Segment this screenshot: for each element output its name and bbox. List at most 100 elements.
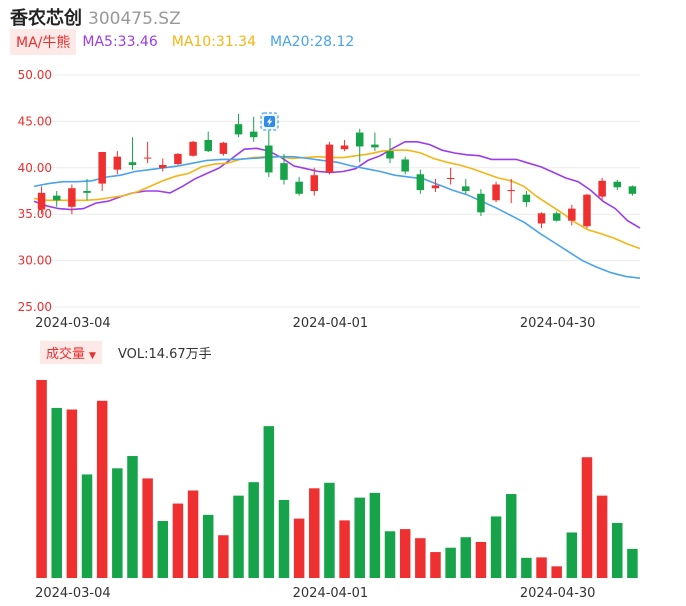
volume-bar bbox=[263, 426, 275, 578]
stock-name: 香农芯创 bbox=[10, 8, 82, 29]
ma20-label: MA20:28.12 bbox=[270, 34, 355, 50]
stock-header: 香农芯创 300475.SZ bbox=[10, 4, 181, 30]
ma5-label: MA5:33.46 bbox=[82, 34, 158, 50]
y-tick-label: 45.00 bbox=[18, 114, 52, 128]
volume-bar bbox=[399, 529, 411, 578]
candle-body bbox=[325, 144, 334, 173]
candle-body bbox=[234, 124, 243, 135]
y-tick-label: 40.00 bbox=[18, 161, 52, 175]
volume-bar bbox=[475, 541, 487, 578]
volume-value: VOL:14.67万手 bbox=[117, 346, 212, 362]
x-tick-label: 2024-03-04 bbox=[35, 586, 111, 601]
y-tick-label: 50.00 bbox=[18, 68, 52, 82]
caret-down-icon: ▼ bbox=[89, 350, 96, 361]
volume-bar bbox=[339, 520, 350, 578]
volume-bar bbox=[536, 557, 547, 578]
volume-bar bbox=[354, 497, 365, 578]
stock-code: 300475.SZ bbox=[88, 9, 181, 29]
volume-bar bbox=[490, 516, 502, 578]
volume-bar bbox=[187, 490, 199, 578]
volume-bar bbox=[596, 495, 608, 578]
candle-body bbox=[492, 184, 500, 201]
candle-body bbox=[462, 186, 470, 191]
candle-body bbox=[295, 181, 303, 194]
candles bbox=[37, 113, 637, 229]
candle-body bbox=[174, 153, 182, 165]
volume-bar bbox=[96, 400, 108, 578]
candle-body bbox=[416, 174, 425, 191]
event-marker[interactable] bbox=[260, 112, 279, 131]
candle-body bbox=[431, 185, 440, 189]
volume-bar bbox=[415, 538, 426, 578]
volume-bar bbox=[36, 380, 47, 578]
volume-bar bbox=[127, 456, 138, 578]
ma-bull-bear-button[interactable]: MA/牛熊 bbox=[10, 29, 77, 55]
candle-body bbox=[189, 141, 197, 156]
ma10-label: MA10:31.34 bbox=[171, 34, 257, 50]
y-tick-label: 25.00 bbox=[18, 300, 52, 314]
volume-bar bbox=[278, 499, 290, 578]
volume-bar bbox=[66, 409, 78, 578]
x-tick-label: 2024-04-30 bbox=[520, 586, 596, 601]
candle-body bbox=[507, 190, 515, 192]
candle-body bbox=[386, 151, 394, 159]
volume-bar bbox=[369, 492, 381, 578]
volume-bar bbox=[430, 552, 441, 578]
volume-bar bbox=[51, 407, 62, 578]
volume-bar bbox=[551, 566, 562, 578]
volume-bar bbox=[612, 522, 623, 578]
ma20-line bbox=[33, 155, 641, 279]
candle-body bbox=[583, 194, 591, 227]
x-tick-label: 2024-04-30 bbox=[520, 316, 596, 331]
candle-body bbox=[68, 188, 76, 207]
price-grid bbox=[34, 74, 640, 308]
volume-indicator-button[interactable]: 成交量 ▼ bbox=[40, 340, 102, 364]
candle-body bbox=[477, 193, 485, 213]
volume-bar bbox=[505, 494, 517, 578]
candle-body bbox=[613, 181, 622, 188]
volume-bar bbox=[324, 482, 335, 578]
price-axis: 50.00 45.00 40.00 35.00 30.00 25.00 bbox=[18, 68, 52, 314]
volume-bar bbox=[157, 520, 169, 578]
date-axis-bottom: 2024-03-04 2024-04-01 2024-04-30 bbox=[35, 586, 595, 601]
ma-lines bbox=[33, 141, 641, 279]
volume-bar bbox=[460, 537, 472, 578]
volume-bar bbox=[445, 547, 456, 578]
candle-body bbox=[249, 131, 258, 138]
candle-body bbox=[219, 142, 228, 154]
x-tick-label: 2024-03-04 bbox=[35, 316, 111, 331]
volume-bar bbox=[581, 457, 593, 578]
candle-body bbox=[37, 192, 46, 210]
volume-button-label: 成交量 bbox=[46, 346, 86, 362]
candle-body bbox=[113, 156, 122, 170]
volume-bar bbox=[627, 548, 638, 578]
y-tick-label: 30.00 bbox=[18, 254, 52, 268]
ma5-line bbox=[33, 141, 641, 229]
volume-bars bbox=[36, 380, 638, 578]
ma-legend: MA/牛熊 MA5:33.46 MA10:31.34 MA20:28.12 bbox=[10, 29, 368, 55]
candle-body bbox=[265, 145, 273, 173]
volume-legend: 成交量 ▼ VOL:14.67万手 bbox=[40, 340, 212, 364]
candle-body bbox=[522, 194, 531, 203]
x-tick-label: 2024-04-01 bbox=[293, 316, 369, 331]
x-tick-label: 2024-04-01 bbox=[293, 586, 369, 601]
y-tick-label: 35.00 bbox=[18, 207, 52, 221]
volume-bar bbox=[172, 503, 184, 578]
candle-body bbox=[537, 213, 546, 224]
candle-body bbox=[340, 145, 349, 150]
ma10-line bbox=[33, 149, 641, 250]
candle-body bbox=[159, 165, 167, 168]
date-axis-top: 2024-03-04 2024-04-01 2024-04-30 bbox=[35, 316, 595, 331]
candle-body bbox=[52, 195, 61, 201]
candle-body bbox=[628, 186, 637, 194]
volume-bar bbox=[566, 532, 578, 578]
volume-bar bbox=[309, 488, 320, 578]
candle-body bbox=[371, 144, 379, 148]
candle-body bbox=[446, 178, 455, 180]
candle-body bbox=[280, 163, 288, 180]
candle-body bbox=[83, 191, 91, 193]
volume-bar bbox=[81, 474, 93, 578]
volume-bar bbox=[521, 557, 532, 578]
candle-body bbox=[204, 139, 212, 152]
volume-bar bbox=[202, 514, 214, 578]
